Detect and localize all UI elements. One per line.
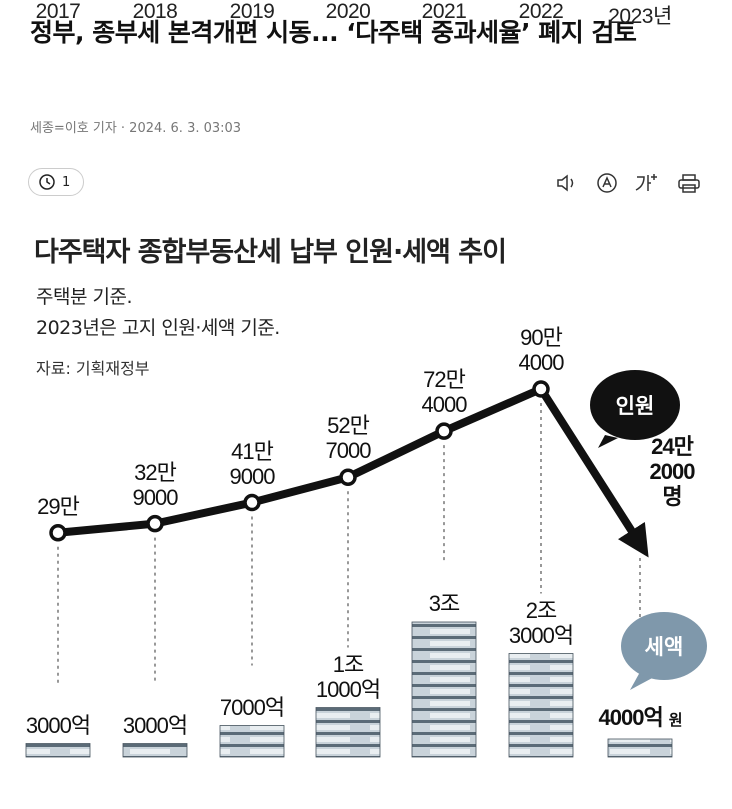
- money-stack: [508, 653, 574, 758]
- point: [639, 543, 641, 545]
- point: [339, 468, 357, 487]
- money-stack: [25, 743, 91, 758]
- point: [532, 380, 550, 398]
- data-label: 90만 4000: [518, 325, 565, 375]
- data-label: 3000억: [25, 712, 91, 738]
- x-tick-label: 2018: [132, 0, 178, 23]
- comment-count: 1: [62, 174, 71, 190]
- point: [435, 422, 453, 440]
- toolbar-icons: [557, 173, 700, 193]
- chart-subtitle: 주택분 기준.: [36, 286, 132, 308]
- x-tick-label: 2019: [229, 0, 275, 23]
- data-label: 41만 9000: [229, 438, 276, 489]
- data-label: 29만: [37, 493, 80, 519]
- data-label: 7000억: [219, 694, 285, 720]
- point: [49, 524, 67, 542]
- chart-subtitle: 2023년은 고지 인원·세액 기준.: [36, 317, 280, 339]
- legend-bubble: [590, 370, 680, 440]
- unit-label: 원: [668, 712, 683, 729]
- byline: 세종=이호 기자 · 2024. 6. 3. 03:03: [30, 121, 242, 136]
- chart-title: 다주택자 종합부동산세 납부 인원·세액 추이: [34, 237, 507, 268]
- point: [146, 514, 164, 533]
- legend-bubble: [598, 435, 618, 448]
- comment-button[interactable]: 1: [28, 168, 84, 196]
- data-label: 3조: [428, 591, 461, 616]
- x-tick-label: 2017: [35, 0, 81, 23]
- data-label: 2조 3000억: [508, 597, 574, 648]
- x-tick-label: 2022: [518, 0, 564, 23]
- audio-button[interactable]: [557, 174, 574, 192]
- data-label: 52만 7000: [325, 413, 372, 464]
- legend-label: 인원: [615, 394, 655, 418]
- print-button[interactable]: [678, 174, 700, 193]
- money-stack: [607, 738, 673, 758]
- chart-source: 자료: 기획재정부: [36, 359, 150, 378]
- x-tick-label: 2023년: [608, 5, 672, 28]
- x-tick-label: 2021: [421, 0, 467, 23]
- comment-icon: [39, 174, 55, 190]
- translate-button[interactable]: [597, 173, 617, 193]
- data-label: 32만 9000: [132, 459, 179, 510]
- money-stack: [122, 743, 188, 758]
- money-stack: [411, 621, 477, 758]
- money-stack: [219, 725, 285, 758]
- data-label: 3000억: [122, 712, 188, 738]
- legend-label: 세액: [644, 635, 684, 659]
- data-label: 1조 1000억: [315, 651, 381, 702]
- point: [243, 493, 261, 512]
- x-tick-label: 2020: [325, 0, 371, 23]
- money-stack: [315, 707, 381, 758]
- legend-bubble: [621, 612, 707, 680]
- article-title: 정부, 종부세 본격개편 시동... ‘다주택 중과세율’ 폐지 검토: [30, 18, 637, 47]
- data-label: 24만 2000명: [649, 434, 696, 509]
- font-size-button[interactable]: [635, 174, 657, 191]
- data-label: 72만 4000: [421, 367, 468, 418]
- data-label: 4000억 원: [598, 705, 683, 730]
